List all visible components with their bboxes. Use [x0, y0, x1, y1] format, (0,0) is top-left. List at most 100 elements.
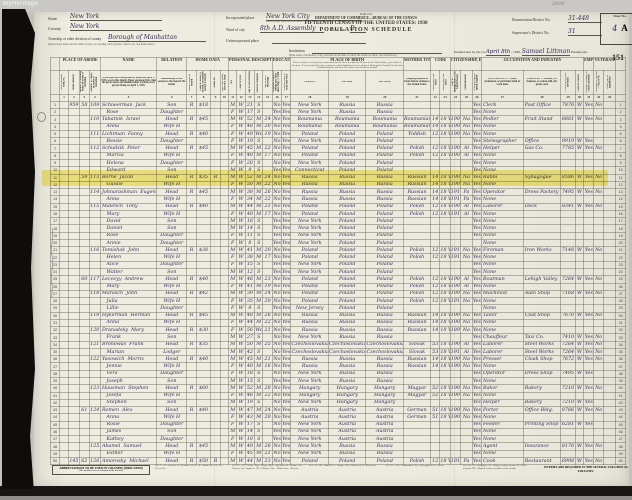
cell: Russian	[402, 188, 432, 197]
cell: Head	[156, 246, 188, 255]
cell: M	[228, 427, 238, 437]
cell	[219, 406, 230, 415]
cell	[262, 260, 273, 270]
cell: 1901	[449, 406, 462, 415]
cell	[195, 253, 212, 262]
cell	[88, 282, 102, 291]
line-number: 34	[49, 340, 61, 349]
cell	[583, 217, 595, 226]
cell: M	[228, 311, 238, 320]
cell: Na	[460, 326, 473, 335]
sheet-value: 4	[612, 24, 618, 33]
cell: Yes	[471, 289, 483, 299]
cell: W	[574, 188, 585, 197]
column-header: Year of immigration to the United States	[449, 69, 462, 95]
cell: 16	[244, 217, 256, 226]
cell: Hungary	[327, 384, 367, 393]
cell: Yes	[281, 384, 292, 393]
cell: Lichtman Fanny	[99, 129, 158, 139]
cell	[210, 369, 221, 379]
column-number: 18	[290, 93, 329, 102]
cell: M	[254, 144, 264, 153]
cell	[583, 267, 595, 277]
cell: 1903	[449, 413, 462, 422]
cell: 18 V	[439, 246, 451, 255]
cell	[210, 289, 221, 299]
cell: No	[271, 318, 283, 328]
cell	[210, 188, 221, 197]
form-titles: Form 15-6 DEPARTMENT OF COMMERCE—BUREAU …	[296, 13, 436, 35]
cell: 1898	[449, 326, 462, 335]
column-number: 3	[79, 93, 90, 102]
cell: 43	[244, 413, 256, 422]
cell	[460, 398, 473, 408]
cell	[79, 231, 90, 240]
cell: W	[236, 144, 246, 153]
column-header: Whether able to speak English	[471, 69, 483, 95]
cell: F	[228, 369, 238, 379]
cell	[59, 224, 69, 233]
cell: No	[593, 384, 604, 393]
cell: Poland	[290, 275, 329, 284]
cell: Yes	[583, 340, 595, 349]
cell	[186, 449, 197, 458]
cell	[195, 137, 212, 146]
cell: 7495	[560, 369, 576, 379]
cell: Dock	[522, 202, 562, 211]
cell: Yes	[281, 282, 292, 291]
cell: R	[186, 115, 197, 124]
cell	[186, 224, 197, 233]
cell: F	[228, 282, 238, 291]
cell: 111	[88, 129, 102, 139]
cell: Son	[156, 100, 188, 110]
cell: R	[186, 384, 197, 393]
state-value: New York	[70, 13, 162, 21]
cell: W	[574, 100, 585, 110]
cell	[602, 333, 617, 342]
cell	[560, 195, 576, 204]
cell: Russia	[327, 333, 367, 342]
column-number: 22	[430, 93, 441, 102]
cell: Roumania	[290, 122, 329, 131]
cell	[602, 289, 617, 299]
cell	[88, 435, 102, 444]
cell: Yes	[471, 144, 483, 153]
cell	[583, 238, 595, 248]
cell: Roumanian	[402, 122, 432, 131]
cell	[439, 260, 451, 270]
cell: W	[236, 158, 246, 168]
cell: 18	[244, 369, 256, 379]
line-number: 39	[49, 376, 61, 386]
cell: 122	[88, 355, 102, 364]
cell: 26	[262, 188, 273, 197]
line-number: 3	[615, 115, 626, 124]
column-group: PERSONAL DESCRIPTION	[228, 57, 273, 71]
line-number: 43	[49, 406, 61, 415]
cell	[593, 158, 604, 168]
cell	[59, 217, 69, 226]
cell	[219, 202, 230, 211]
cell	[88, 304, 102, 313]
cell: 12	[430, 282, 441, 291]
cell: Na	[460, 391, 473, 400]
cell: $40	[195, 202, 212, 211]
cell	[574, 108, 585, 117]
cell	[439, 238, 451, 248]
cell: S	[254, 260, 264, 270]
cell: Esther	[99, 449, 158, 458]
cell	[219, 137, 230, 146]
cell	[593, 362, 604, 371]
cell	[439, 217, 451, 226]
cell	[210, 129, 221, 139]
cell: F	[228, 297, 238, 306]
cell: Yes	[281, 144, 292, 153]
cell	[574, 413, 585, 422]
cell: Pa	[460, 188, 473, 197]
cell	[59, 391, 69, 400]
cell	[219, 129, 230, 139]
line-number: 9	[615, 158, 626, 168]
cell	[67, 420, 81, 429]
cell	[560, 224, 576, 233]
cell	[59, 406, 69, 415]
cell	[560, 231, 576, 240]
